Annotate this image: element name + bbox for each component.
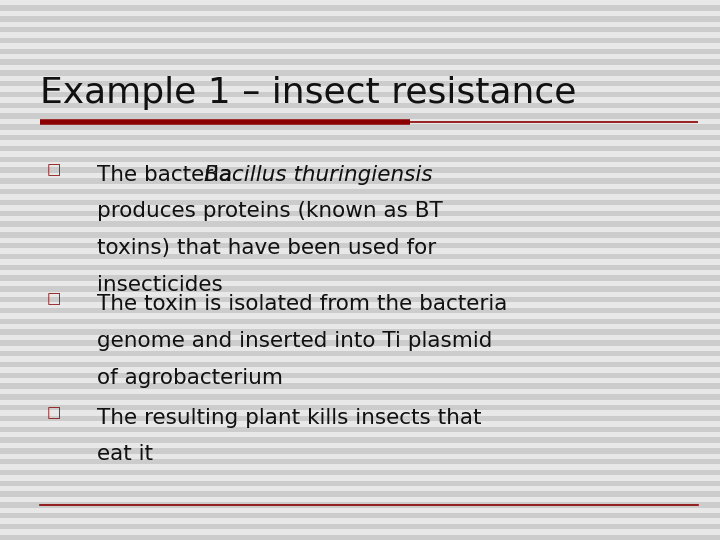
Bar	[0, 535, 720, 540]
Bar	[0, 459, 720, 464]
Text: eat it: eat it	[97, 444, 153, 464]
Bar	[0, 167, 720, 173]
Bar	[0, 308, 720, 313]
Text: □: □	[47, 162, 61, 177]
Bar	[0, 265, 720, 270]
Bar	[0, 427, 720, 432]
Bar	[0, 297, 720, 302]
Bar	[0, 59, 720, 65]
Bar	[0, 92, 720, 97]
Bar	[0, 16, 720, 22]
Bar	[0, 286, 720, 292]
Bar	[0, 502, 720, 508]
Bar	[0, 329, 720, 335]
Text: □: □	[47, 405, 61, 420]
Bar	[0, 437, 720, 443]
Text: □: □	[47, 292, 61, 307]
Bar	[0, 491, 720, 497]
Bar	[0, 221, 720, 227]
Bar	[0, 70, 720, 76]
Bar	[0, 340, 720, 346]
Bar	[0, 362, 720, 367]
Bar	[0, 383, 720, 389]
Bar	[0, 81, 720, 86]
Bar	[0, 243, 720, 248]
Bar	[0, 416, 720, 421]
Bar	[0, 513, 720, 518]
Bar	[0, 394, 720, 400]
Text: The resulting plant kills insects that: The resulting plant kills insects that	[97, 408, 482, 428]
Text: Bacillus thuringiensis: Bacillus thuringiensis	[204, 165, 433, 185]
Bar	[0, 146, 720, 151]
Bar	[0, 27, 720, 32]
Bar	[0, 351, 720, 356]
Bar	[0, 103, 720, 108]
Bar	[0, 373, 720, 378]
Bar	[0, 38, 720, 43]
Bar	[0, 113, 720, 119]
Bar	[0, 5, 720, 11]
Bar	[0, 481, 720, 486]
Text: produces proteins (known as BT: produces proteins (known as BT	[97, 201, 443, 221]
Bar	[0, 178, 720, 184]
Text: The bacteria: The bacteria	[97, 165, 239, 185]
Bar	[0, 135, 720, 140]
Bar	[0, 232, 720, 238]
Text: toxins) that have been used for: toxins) that have been used for	[97, 238, 436, 258]
Bar	[0, 124, 720, 130]
Bar	[0, 200, 720, 205]
Text: Example 1 – insect resistance: Example 1 – insect resistance	[40, 76, 576, 110]
Bar	[0, 157, 720, 162]
Bar	[0, 189, 720, 194]
Bar	[0, 49, 720, 54]
Text: of agrobacterium: of agrobacterium	[97, 368, 283, 388]
Bar	[0, 254, 720, 259]
Bar	[0, 319, 720, 324]
Bar	[0, 211, 720, 216]
Bar	[0, 448, 720, 454]
Bar	[0, 524, 720, 529]
Bar	[0, 275, 720, 281]
Text: The toxin is isolated from the bacteria: The toxin is isolated from the bacteria	[97, 294, 508, 314]
Text: insecticides: insecticides	[97, 275, 223, 295]
Text: genome and inserted into Ti plasmid: genome and inserted into Ti plasmid	[97, 331, 492, 351]
Bar	[0, 470, 720, 475]
Bar	[0, 405, 720, 410]
